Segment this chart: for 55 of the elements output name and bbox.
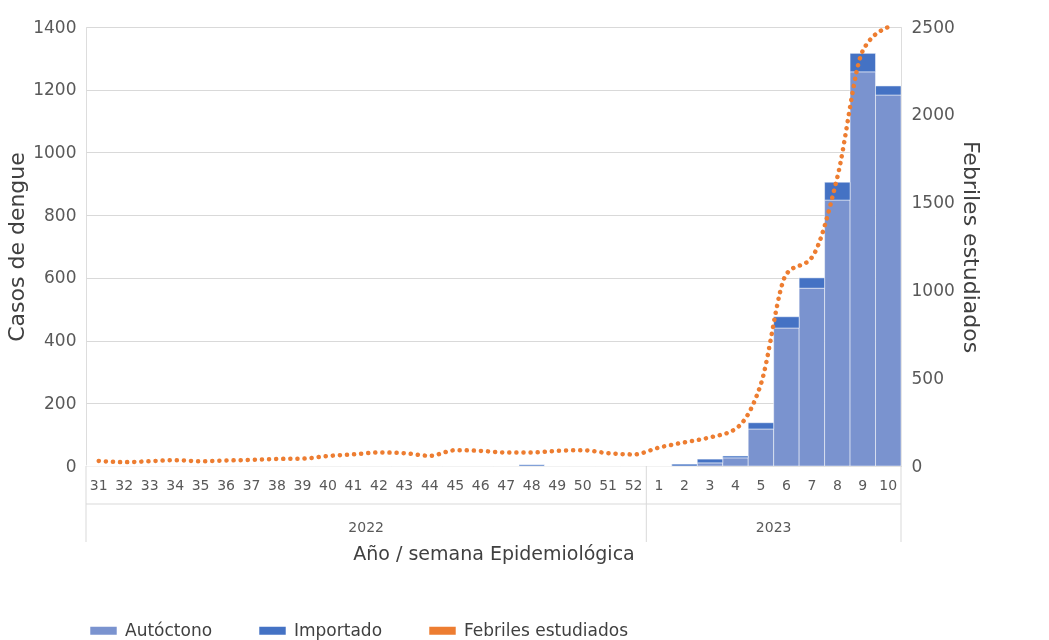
legend-label: Importado [294,619,383,640]
x-tick-label: 33 [140,476,159,493]
x-tick-label: 41 [344,476,363,493]
line-series [96,24,891,465]
x-tick-label: 10 [879,476,898,493]
y-tick-label: 1000 [33,141,77,162]
x-tick-label: 34 [166,476,185,493]
y-tick-label: 0 [65,455,77,476]
x-tick-label: 8 [832,476,842,493]
x-tick-label: 32 [115,476,134,493]
y2-tick-label: 0 [911,455,923,476]
text: 2023 [755,519,792,535]
x-tick-label: 3 [705,476,715,493]
x-tick-label: 45 [446,476,465,493]
x-axis-title: Año / semana Epidemiológica [353,541,635,564]
y-tick-label: 400 [44,330,77,351]
x-tick-label: 9 [858,476,868,493]
x-tick-label: 51 [599,476,618,493]
x-tick-label: 46 [471,476,490,493]
y-axis-title: Casos de dengue [4,152,30,342]
x-tick-label: 2 [680,476,689,493]
y-tick-label: 200 [44,392,77,413]
x-tick-label: 38 [268,476,286,493]
legend-label: Autóctono [125,619,213,640]
x-tick-label: 44 [420,476,439,493]
x-tick-label: 5 [756,476,766,493]
y2-tick-label: 1000 [911,279,955,300]
y2-axis-title: Febriles estudiados [958,140,984,354]
x-tick-label: 47 [497,476,516,493]
x-tick-label: 36 [217,476,236,493]
x-tick-label: 39 [293,476,312,493]
x-tick-label: 42 [369,476,388,493]
y2-tick-label: 1500 [911,192,955,213]
y2-tick-label: 2000 [911,104,955,125]
x-tick-label: 4 [730,476,740,493]
x-tick-label: 1 [654,476,664,493]
x-tick-label: 52 [624,476,643,493]
x-tick-label: 48 [522,476,541,493]
y2-tick-label: 2500 [911,16,955,37]
x-tick-label: 49 [548,476,567,493]
y-tick-label: 1200 [33,79,77,100]
x-tick-label: 35 [191,476,210,493]
x-tick-label: 37 [242,476,261,493]
x-tick-label: 7 [807,476,817,493]
x-tick-label: 31 [89,476,108,493]
y2-tick-label: 500 [911,367,944,388]
y-tick-label: 800 [44,204,77,225]
x-tick-label: 6 [781,476,791,493]
y-tick-label: 600 [44,267,77,288]
x-tick-label: 50 [573,476,592,493]
legend-label: Febriles estudiados [464,619,629,640]
x-tick-label: 43 [395,476,414,493]
text: 2022 [348,519,384,535]
x-tick-label: 40 [319,476,337,493]
y-tick-label: 1400 [33,16,77,37]
